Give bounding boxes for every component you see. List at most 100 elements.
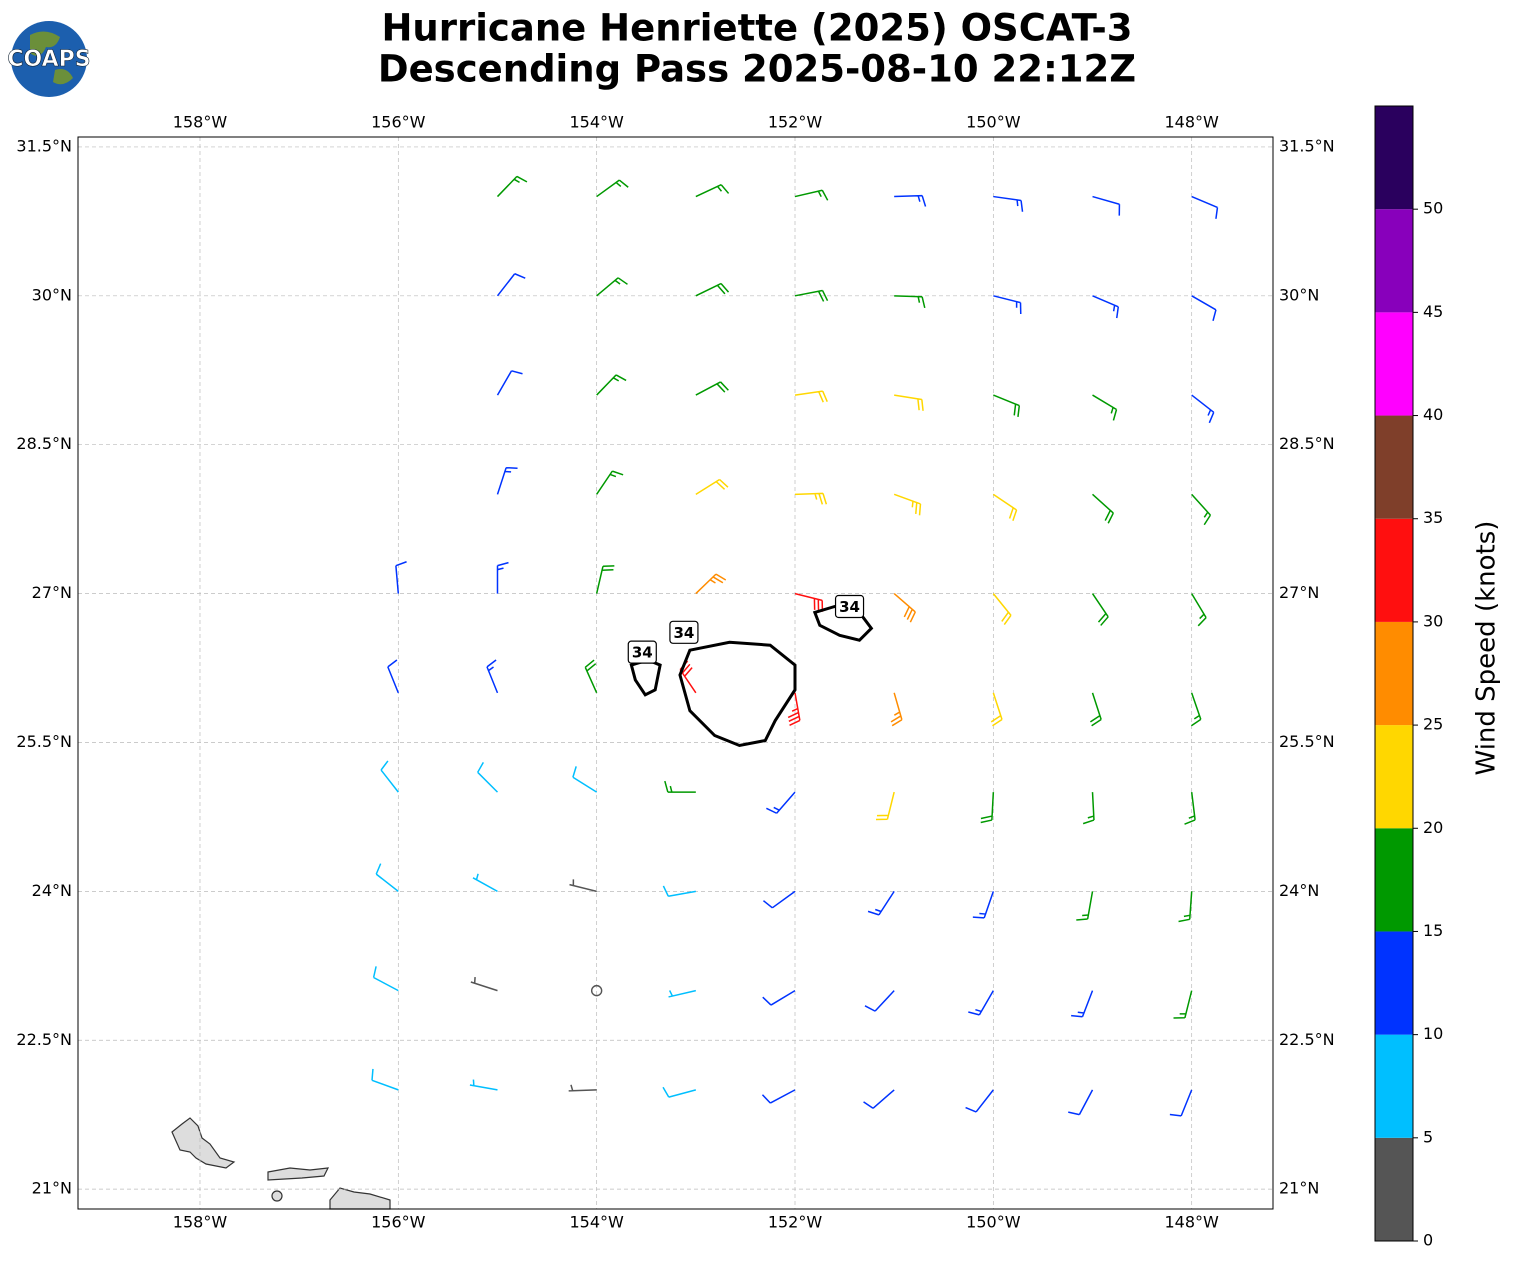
y-tick-label: 30°N [1279,285,1319,304]
map [78,137,1273,1210]
wind-barb [990,692,1003,727]
colorbar-label: Wind Speed (knots) [1472,521,1502,776]
wind-barb [1191,593,1207,627]
colorbar-tick-label: 0 [1423,1231,1433,1250]
island [267,1167,330,1181]
colorbar-tick-label: 25 [1423,715,1443,734]
wind-barb [371,1068,399,1091]
wind-barb [596,374,627,396]
contour-label-box [627,640,657,664]
y-tick-label: 27°N [32,583,72,602]
y-tick-label: 28.5°N [1279,434,1335,453]
x-tick-label: 154°W [569,113,624,132]
wind-barb [1178,891,1193,923]
wind-barb [794,189,829,201]
y-tick-label: 22.5°N [16,1030,72,1049]
wind-barb [380,760,399,793]
calm-circle [590,984,603,997]
wind-barb [766,791,796,814]
wind-barb [1071,990,1094,1018]
colorbar-tick-label: 10 [1423,1024,1443,1043]
title-line: Descending Pass 2025-08-10 22:12Z [378,48,1136,91]
wind-barb [496,466,518,495]
y-tick-label: 31.5°N [16,136,72,155]
y-tick-label: 30°N [32,285,72,304]
x-tick-label: 148°W [1165,113,1220,132]
wind-barb [787,692,801,726]
wind-barb [894,295,926,309]
contour-label-box [834,594,865,619]
wind-barb [794,492,828,505]
wind-barb [569,879,597,893]
wind-barb [595,565,615,594]
wind-barb [1092,195,1121,216]
wind-barb [568,1084,597,1092]
wind-barb [890,692,903,727]
colorbar-segment [1375,1034,1413,1138]
wind-barb [664,780,696,793]
x-tick-label: 158°W [173,1213,228,1232]
wind-barb [668,989,696,998]
wind-barb [1173,990,1193,1019]
colorbar-segment [1375,1137,1413,1241]
logo: COAPS [7,21,91,97]
x-tick-label: 150°W [966,1213,1021,1232]
wind-barb [1169,1089,1193,1117]
wind-barb [972,891,995,919]
wind-barb [1092,493,1114,524]
x-tick-label: 152°W [768,1213,823,1232]
wind-barb [992,593,1012,626]
colorbar-tick-label: 45 [1423,302,1443,321]
map-background [78,137,1273,1209]
wind-barb [864,990,895,1012]
wind-barb [794,592,824,612]
wind-barb [1092,295,1120,319]
wind-barb [695,478,729,495]
map-frame [77,136,1274,1210]
wind-barb [695,184,730,198]
colorbar-segment [1375,209,1413,313]
wind-barb [893,493,922,516]
colorbar-segment [1375,415,1413,519]
contour-line [678,640,797,748]
colorbar-tick-label: 15 [1423,921,1443,940]
wind-barb [662,1086,697,1098]
wind-barb [1191,394,1215,424]
colorbar-segment [1375,621,1413,726]
islands [171,1117,391,1210]
wind-barb [486,659,499,694]
x-tick-label: 150°W [966,113,1021,132]
wind-barb [695,381,729,396]
wind-barb [572,766,598,793]
wind-barb [762,890,796,909]
y-tick-label: 28.5°N [16,434,72,453]
wind-barb [496,561,509,594]
contour-label: 34 [632,644,653,662]
wind-barb [596,277,628,297]
wind-barb [695,282,730,297]
y-tick-label: 24°N [1279,881,1319,900]
wind-barb [980,792,995,824]
wind-barb [761,1089,796,1104]
logo-land [30,31,73,85]
wind-barb [375,863,399,892]
y-tick-label: 25.5°N [16,732,72,751]
wind-barb [993,295,1022,315]
x-tick-label: 156°W [371,113,426,132]
wind-barb [1184,792,1196,825]
wind-barb [477,762,499,793]
colorbar-segment [1375,312,1413,416]
wind-barb [372,966,399,992]
wind-barb [496,175,528,198]
wind-barb [1191,295,1217,322]
wind-barb [894,194,927,207]
contour-label-box [669,620,699,644]
colorbar-tick-label: 30 [1423,611,1443,630]
y-tick-label: 27°N [1279,583,1319,602]
x-tick-label: 158°W [173,113,228,132]
title-line: Hurricane Henriette (2025) OSCAT-3 [381,7,1132,50]
wind-barb [472,873,498,893]
wind-barb [1092,394,1118,421]
wind-barb [1191,195,1219,219]
wind-barb [968,990,994,1016]
